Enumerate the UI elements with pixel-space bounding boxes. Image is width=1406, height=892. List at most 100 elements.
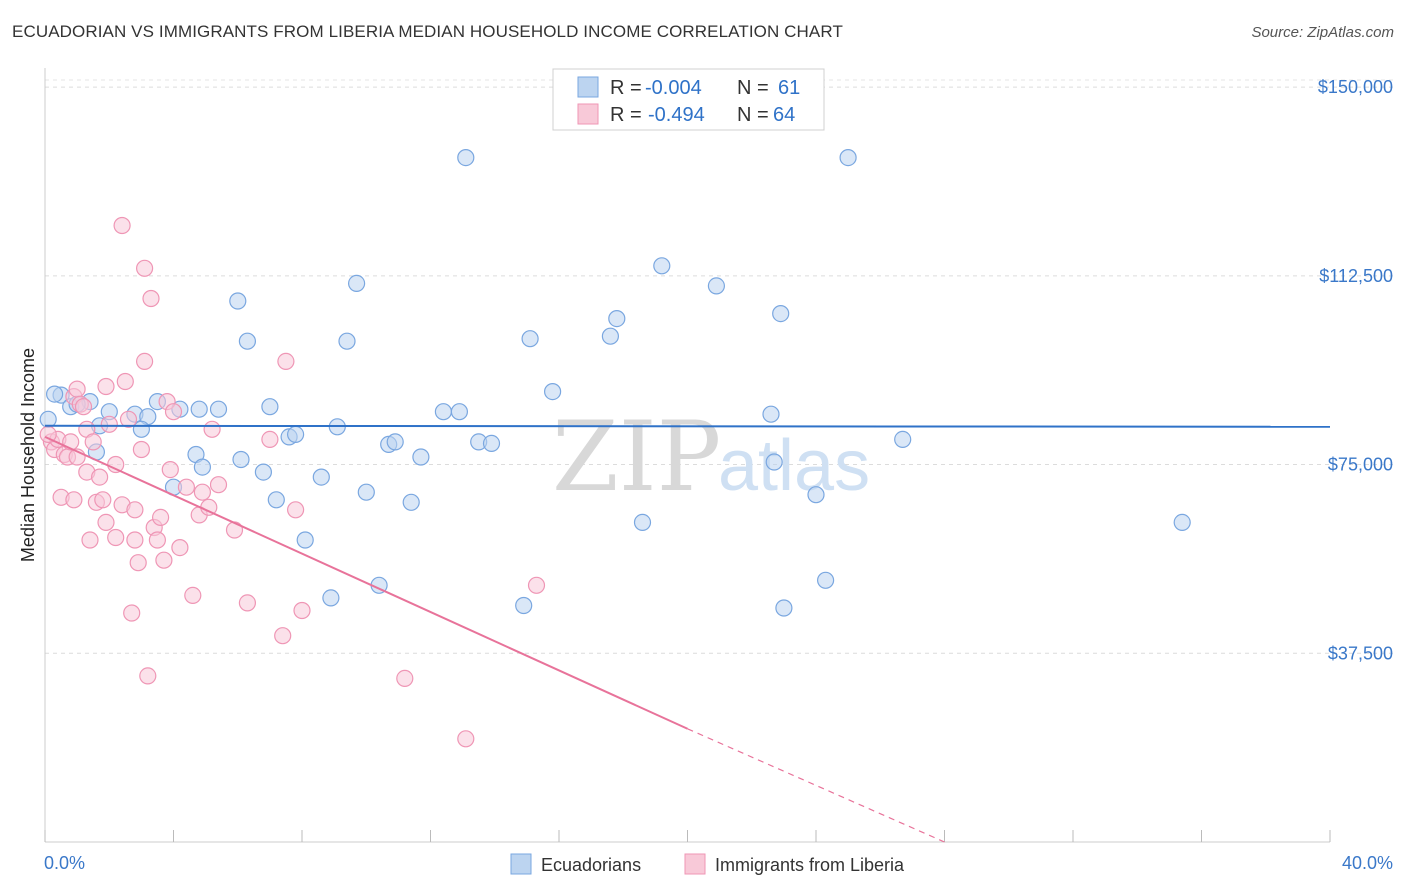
data-point bbox=[126, 501, 144, 519]
data-point bbox=[74, 398, 93, 416]
axes bbox=[44, 68, 1331, 843]
data-point bbox=[457, 730, 475, 748]
data-point bbox=[608, 310, 626, 328]
data-point bbox=[142, 289, 160, 308]
bottom-legend-swatch-pink bbox=[684, 853, 706, 875]
data-point bbox=[267, 491, 285, 509]
bottom-legend: Ecuadorians Immigrants from Liberia bbox=[510, 853, 905, 875]
data-point bbox=[707, 277, 726, 295]
data-point bbox=[521, 330, 539, 348]
data-point bbox=[139, 667, 157, 685]
data-point bbox=[312, 468, 330, 486]
data-point bbox=[161, 461, 179, 479]
data-point bbox=[238, 594, 256, 612]
data-point bbox=[1173, 513, 1191, 532]
data-point bbox=[839, 149, 857, 167]
y-tick-label-2: $112,500 bbox=[1319, 266, 1393, 286]
data-point bbox=[772, 305, 790, 323]
data-point bbox=[97, 377, 115, 396]
data-point bbox=[164, 403, 183, 421]
data-point bbox=[775, 599, 793, 617]
data-point bbox=[238, 332, 256, 350]
data-point bbox=[190, 400, 208, 418]
bottom-legend-label-pink: Immigrants from Liberia bbox=[715, 855, 905, 875]
trend-line-liberia bbox=[44, 435, 688, 730]
x-tick-labels: 0.0% 40.0% bbox=[44, 853, 1393, 873]
legend-r-label-1: R = bbox=[610, 77, 642, 99]
data-point bbox=[136, 352, 154, 370]
y-tick-label-0: $37,500 bbox=[1328, 643, 1393, 663]
data-point bbox=[132, 440, 150, 459]
data-point bbox=[229, 292, 247, 310]
y-tick-label-3: $150,000 bbox=[1318, 77, 1393, 97]
data-point bbox=[90, 468, 109, 486]
chart-title: ECUADORIAN VS IMMIGRANTS FROM LIBERIA ME… bbox=[12, 22, 843, 41]
data-point bbox=[412, 448, 430, 466]
data-point bbox=[193, 458, 211, 476]
series-liberia bbox=[39, 216, 546, 748]
y-tick-labels: $37,500 $75,000 $112,500 $150,000 bbox=[1318, 77, 1393, 663]
data-point bbox=[193, 483, 211, 501]
data-point bbox=[653, 257, 671, 275]
data-point bbox=[65, 491, 83, 509]
data-point bbox=[293, 601, 311, 620]
data-point bbox=[97, 513, 115, 532]
data-point bbox=[348, 274, 366, 292]
legend-r-label-2: R = bbox=[610, 104, 642, 126]
data-point bbox=[261, 430, 279, 448]
data-point bbox=[148, 531, 166, 549]
data-point bbox=[807, 486, 825, 504]
data-point bbox=[277, 352, 295, 370]
watermark-zip: ZIP bbox=[552, 401, 721, 513]
data-point bbox=[287, 501, 305, 519]
data-point bbox=[84, 433, 102, 451]
data-point bbox=[116, 372, 134, 391]
data-point bbox=[274, 627, 292, 645]
data-point bbox=[296, 531, 314, 549]
data-point bbox=[113, 216, 131, 235]
bottom-legend-swatch-blue bbox=[510, 853, 532, 875]
data-point bbox=[45, 385, 64, 403]
y-tick-label-1: $75,000 bbox=[1328, 455, 1393, 475]
grid-lines bbox=[45, 79, 1395, 654]
source-label: Source: ZipAtlas.com bbox=[1251, 24, 1394, 41]
x-tick-label-min: 0.0% bbox=[44, 853, 85, 873]
data-point bbox=[155, 551, 173, 569]
data-point bbox=[402, 493, 420, 511]
data-point bbox=[171, 538, 189, 557]
data-point bbox=[450, 403, 468, 421]
data-point bbox=[136, 259, 154, 277]
legend-r-value-1: -0.004 bbox=[645, 77, 702, 99]
data-point bbox=[633, 513, 652, 532]
data-point bbox=[107, 528, 125, 547]
legend-n-label-2: N = bbox=[737, 104, 769, 126]
data-point bbox=[338, 332, 356, 350]
data-point bbox=[287, 425, 305, 443]
top-legend: R = -0.004 N = 61 R = -0.494 N = 64 bbox=[552, 68, 825, 131]
data-point bbox=[107, 455, 125, 474]
data-point bbox=[457, 149, 475, 167]
watermark-atlas: atlas bbox=[718, 426, 870, 506]
data-point bbox=[225, 521, 244, 539]
y-axis-title: Median Household Income bbox=[18, 348, 38, 562]
legend-n-value-1: 61 bbox=[778, 77, 800, 99]
data-point bbox=[123, 604, 141, 622]
data-point bbox=[386, 433, 404, 451]
data-point bbox=[762, 405, 780, 423]
data-point bbox=[261, 398, 279, 416]
data-point bbox=[203, 420, 221, 438]
trend-lines bbox=[44, 424, 1331, 843]
data-point bbox=[184, 586, 202, 605]
watermark: ZIP atlas bbox=[552, 401, 870, 513]
data-point bbox=[209, 476, 228, 494]
data-point bbox=[254, 463, 272, 481]
data-point bbox=[816, 571, 835, 589]
data-point bbox=[396, 669, 414, 688]
data-point bbox=[434, 403, 452, 421]
data-point bbox=[119, 410, 138, 428]
data-point bbox=[177, 478, 195, 496]
data-point bbox=[765, 453, 783, 471]
legend-n-value-2: 64 bbox=[773, 104, 795, 126]
data-point bbox=[601, 327, 620, 345]
